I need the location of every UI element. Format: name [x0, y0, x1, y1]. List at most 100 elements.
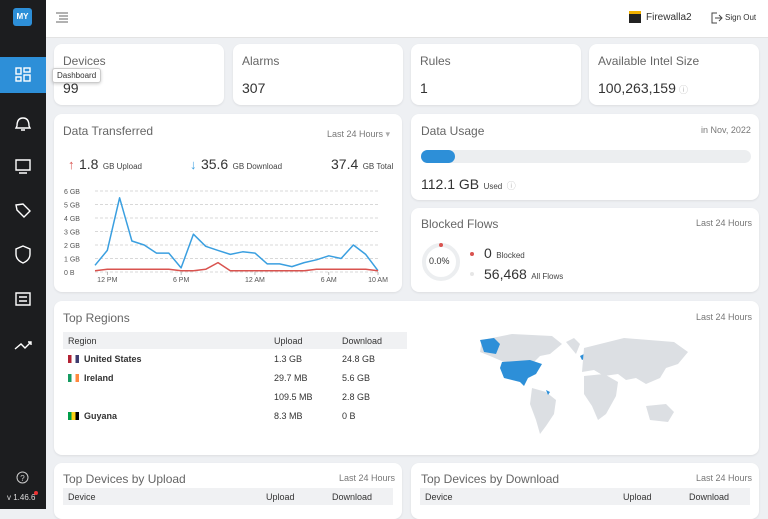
col-header: Device — [68, 492, 96, 502]
usage-track — [421, 150, 751, 163]
y-tick-label: 5 GB — [64, 203, 80, 210]
cell: 5.6 GB — [342, 373, 371, 383]
upload-value: 1.8 — [78, 156, 99, 172]
table-header — [420, 488, 750, 505]
blocked-percent: 0.0% — [429, 256, 450, 266]
transfer-chart: 0 B 1 GB 2 GB 3 GB 4 GB 5 GB 6 GB 12 PM 6 PM 12 A… — [64, 189, 388, 284]
period: Last 24 Hours — [339, 473, 396, 483]
period: Last 24 Hours — [696, 473, 753, 483]
eurasia — [582, 338, 688, 384]
period: in Nov, 2022 — [701, 125, 751, 135]
card-title: Top Regions — [63, 311, 130, 325]
table-header — [63, 488, 393, 505]
x-tick-label: 6 PM — [173, 277, 190, 284]
icon — [23, 67, 31, 73]
help-icon[interactable]: ? — [16, 471, 29, 484]
north-america — [480, 334, 562, 378]
icon-security[interactable] — [15, 245, 31, 264]
x-tick-label: 6 AM — [321, 277, 337, 284]
tooltip: Dashboard — [52, 68, 102, 83]
usa — [500, 360, 542, 386]
series-line — [94, 197, 379, 272]
icon — [15, 67, 22, 75]
logo[interactable]: MY — [13, 8, 32, 26]
table-header — [63, 332, 407, 349]
stat-label: Alarms — [242, 54, 280, 68]
stat-card[interactable] — [233, 44, 403, 105]
stat-value: 99 — [63, 80, 79, 96]
period: Last 24 Hours — [327, 129, 384, 139]
col-header: Region — [68, 336, 97, 346]
icon-alarm[interactable] — [14, 117, 32, 131]
device-name[interactable]: Firewalla2 — [646, 12, 692, 23]
icon-devices[interactable] — [15, 159, 31, 174]
period: Last 24 Hours — [696, 218, 753, 228]
x-tick-label: 12 PM — [97, 277, 117, 284]
y-tick-label: 4 GB — [64, 216, 80, 223]
dot — [470, 252, 474, 256]
card-title: Data Usage — [421, 124, 485, 138]
stat-label: Rules — [420, 54, 451, 68]
all-value: 56,468 — [484, 266, 527, 282]
y-tick-label: 1 GB — [64, 257, 80, 264]
card-title: Data Transferred — [63, 124, 154, 138]
y-tick-label: 0 B — [64, 270, 75, 277]
update-dot — [34, 491, 38, 495]
svg-text:?: ? — [20, 474, 25, 483]
upload-unit: GB Upload — [102, 162, 143, 171]
col-header: Device — [425, 492, 453, 502]
all-flows: 56,468 All Flows — [484, 266, 563, 284]
y-tick-label: 6 GB — [64, 189, 80, 196]
stat-value: 307 — [242, 80, 266, 96]
stat-value: 100,263,159 — [598, 80, 676, 96]
stat-value: 1 — [420, 80, 428, 96]
used-value: 112.1 GB — [421, 176, 480, 192]
signout-icon[interactable] — [711, 12, 723, 24]
blocked-value: 0 — [484, 245, 492, 261]
col-header: Upload — [623, 492, 652, 502]
flag — [68, 374, 79, 382]
card-title: Top Devices by Upload — [63, 472, 186, 486]
icon-trends[interactable] — [14, 341, 32, 350]
sign-out[interactable]: Sign Out — [725, 13, 757, 22]
total-value: 37.4 — [331, 156, 359, 172]
icon-logs[interactable] — [15, 292, 31, 306]
col-header: Upload — [274, 336, 303, 346]
total: 37.4 GB Total — [331, 156, 393, 174]
y-tick-label: 2 GB — [64, 243, 80, 250]
download-total: ↓ 35.6 GB Download — [190, 156, 283, 172]
series-line — [94, 261, 379, 272]
cell: 29.7 MB — [274, 373, 308, 383]
box-icon — [629, 11, 641, 23]
menu-toggle[interactable] — [55, 12, 69, 24]
total-unit: GB Total — [362, 162, 394, 171]
data-transferred-card — [54, 114, 402, 292]
flag — [68, 355, 79, 363]
cell: 1.3 GB — [274, 354, 303, 364]
usage: 112.1 GB Used ⓘ — [421, 176, 516, 192]
africa — [584, 374, 618, 420]
card-title: Top Devices by Download — [421, 472, 560, 486]
icon-rules[interactable] — [15, 203, 31, 218]
topbar — [46, 0, 768, 38]
download-value: 35.6 — [200, 156, 229, 172]
south-america — [530, 388, 556, 434]
period-select[interactable]: Last 24 Hours ▾ — [327, 129, 391, 139]
cell: 0 B — [342, 411, 356, 421]
period: Last 24 Hours — [696, 312, 753, 322]
stat-card[interactable] — [589, 44, 759, 105]
stat-card[interactable] — [411, 44, 581, 105]
card-title: Blocked Flows — [421, 217, 499, 231]
nav-dashboard[interactable] — [0, 57, 46, 93]
stat-label: Devices — [63, 54, 106, 68]
upload-total: ↑ 1.8 GB Upload — [68, 156, 143, 172]
col-header: Download — [332, 492, 373, 502]
world-map — [480, 334, 688, 434]
blocked: 0 Blocked — [484, 245, 525, 263]
info-icon: ⓘ — [679, 85, 689, 95]
usage-fill — [421, 150, 455, 163]
cell: 2.8 GB — [342, 392, 371, 402]
region-name: Guyana — [84, 411, 118, 421]
x-tick-label: 10 AM — [368, 277, 388, 284]
